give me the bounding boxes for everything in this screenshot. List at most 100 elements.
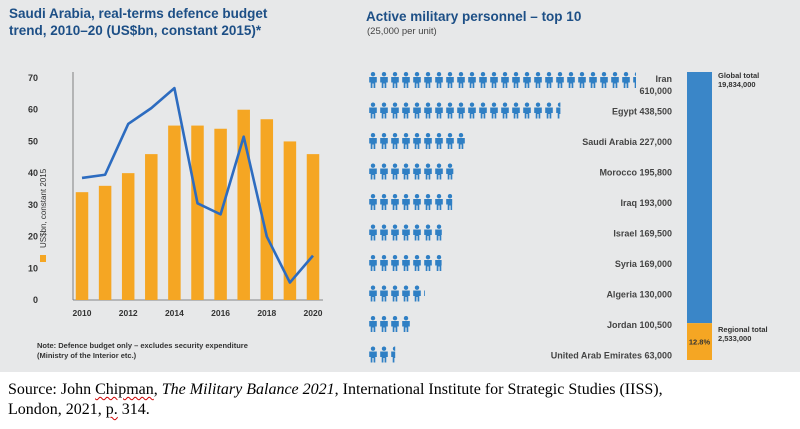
soldier-icon — [556, 102, 561, 119]
soldier-icon — [391, 346, 396, 363]
soldier-icon — [369, 163, 377, 180]
soldier-icon — [391, 316, 399, 332]
soldier-icon — [622, 72, 630, 88]
chart-note: Note: Defence budget only – excludes sec… — [37, 341, 248, 360]
right-chart-subtitle: (25,000 per unit) — [367, 26, 437, 37]
soldier-icon — [413, 163, 421, 180]
country-label: Iraq — [620, 198, 639, 208]
row-label: Israel 169,500 — [613, 229, 672, 239]
legend-swatch-budget — [40, 255, 46, 262]
soldier-icon — [402, 255, 410, 271]
country-label: Iran — [655, 74, 672, 84]
y-tick-label: 10 — [28, 263, 38, 273]
x-tick-label: 2016 — [211, 308, 230, 318]
source-publisher: , International Institute for Strategic … — [334, 381, 663, 398]
soldier-icon — [424, 72, 432, 88]
soldier-icon — [413, 224, 421, 241]
regional-total-value: 2,533,000 — [718, 334, 751, 343]
value-label: 195,800 — [639, 168, 672, 178]
value-label: 130,000 — [639, 290, 672, 300]
soldier-icon — [435, 224, 442, 241]
soldier-icon — [402, 194, 410, 210]
soldier-icon — [369, 194, 377, 210]
soldier-icon — [633, 72, 636, 88]
source-book-title: The Military Balance 2021 — [161, 381, 335, 398]
personnel-row: Jordan 100,500 — [369, 316, 672, 332]
source-page-abbrev: p. — [105, 401, 118, 418]
soldier-icon — [490, 72, 498, 88]
soldier-icon — [413, 285, 421, 302]
budget-bar — [121, 173, 135, 300]
row-label: United Arab Emirates 63,000 — [551, 351, 672, 361]
budget-bar — [260, 119, 274, 300]
soldier-icon — [369, 224, 377, 241]
soldier-icon — [567, 72, 575, 88]
soldier-icon — [457, 133, 465, 149]
personnel-row: Iraq 193,000 — [369, 194, 672, 210]
soldier-icon — [446, 102, 454, 119]
x-tick-label: 2018 — [257, 308, 276, 318]
x-tick-label: 2012 — [119, 308, 138, 318]
soldier-icon — [391, 72, 399, 88]
y-tick-label: 60 — [28, 105, 38, 115]
soldier-icon — [391, 102, 399, 119]
personnel-row: Egypt 438,500 — [369, 102, 672, 119]
row-label: Algeria 130,000 — [606, 290, 672, 300]
soldier-icon — [424, 224, 432, 241]
regional-total-bar — [687, 323, 712, 360]
country-label: Jordan — [607, 320, 640, 330]
y-tick-label: 30 — [28, 200, 38, 210]
soldier-icon — [380, 224, 388, 241]
soldier-icon — [380, 316, 388, 332]
value-label: 438,500 — [639, 107, 672, 117]
soldier-icon — [490, 102, 498, 119]
soldier-icon — [391, 255, 399, 271]
global-total-value: 19,834,000 — [718, 80, 756, 89]
trend-line — [81, 86, 314, 284]
soldier-icon — [611, 72, 619, 88]
country-label: Syria — [615, 259, 640, 269]
personnel-row: Algeria 130,000 — [369, 285, 672, 302]
soldier-icon — [402, 72, 410, 88]
soldier-icon — [391, 163, 399, 180]
personnel-row: Morocco 195,800 — [369, 163, 672, 180]
soldier-icon — [424, 163, 432, 180]
soldier-icon — [424, 133, 432, 149]
budget-bar — [145, 154, 158, 300]
global-total-bar — [687, 72, 712, 324]
soldier-icon — [413, 133, 421, 149]
soldier-icon — [501, 102, 509, 119]
x-tick-label: 2014 — [165, 308, 184, 318]
soldier-icon — [402, 224, 410, 241]
soldier-icon — [369, 316, 377, 332]
soldier-icon — [501, 72, 509, 88]
value-label: 227,000 — [639, 137, 672, 147]
row-label: Saudi Arabia 227,000 — [582, 137, 672, 147]
y-tick-label: 20 — [28, 232, 38, 242]
y-tick-label: 0 — [33, 295, 38, 305]
right-chart-title: Active military personnel – top 10 — [366, 9, 582, 24]
row-label: Jordan 100,500 — [607, 320, 672, 330]
soldier-icon — [468, 133, 476, 149]
country-label: United Arab Emirates — [551, 351, 645, 361]
figure-panel: Saudi Arabia, real-terms defence budget … — [0, 0, 800, 372]
value-label: 169,500 — [639, 229, 672, 239]
country-label: Morocco — [599, 168, 639, 178]
soldier-icon — [435, 194, 443, 210]
global-total-label: Global total — [718, 71, 759, 80]
soldier-icon — [457, 72, 465, 88]
soldier-icon — [413, 255, 421, 271]
soldier-icon — [512, 72, 520, 88]
budget-bar — [168, 125, 181, 300]
source-place-year: London, 2021, — [8, 401, 106, 418]
soldier-icon — [435, 255, 442, 271]
x-tick-label: 2020 — [304, 308, 323, 318]
row-label: Egypt 438,500 — [612, 107, 672, 117]
soldier-icon — [380, 285, 388, 302]
budget-bar — [283, 141, 297, 300]
soldier-icon — [369, 102, 377, 119]
soldier-icon — [369, 285, 377, 302]
row-label: Syria 169,000 — [615, 259, 672, 269]
soldier-icon — [380, 163, 388, 180]
soldier-icon — [391, 194, 399, 210]
